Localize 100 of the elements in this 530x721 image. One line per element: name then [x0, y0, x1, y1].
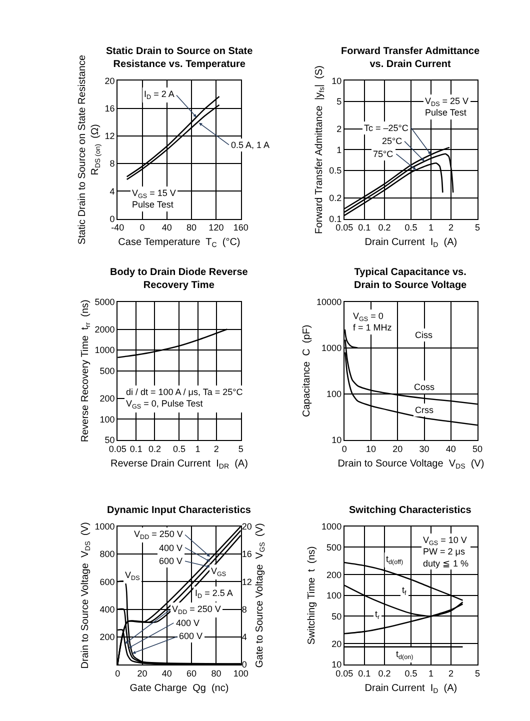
annotation: di / dt = 100 A / μs, Ta = 25°C V$_{GS}$ = 0, Pulse Test	[126, 387, 244, 411]
chart-title: Dynamic Input Characteristics	[107, 505, 252, 516]
y2-tick-label: 4	[242, 632, 247, 642]
x-tick-label: 30	[419, 444, 430, 454]
x-tick-label: 60	[186, 668, 197, 678]
y-tick-label: 500	[326, 542, 342, 552]
y-tick-label: 50	[104, 435, 115, 446]
y-tick-label: 100	[326, 590, 342, 601]
x-tick-label: 0	[140, 222, 145, 233]
x-tick-label: 0.5	[404, 222, 418, 233]
x-tick-label: 5	[238, 444, 244, 454]
y-tick-label: 200	[100, 632, 115, 642]
x-tick-label: 5	[474, 668, 480, 678]
y-tick-label: 0.1	[329, 214, 342, 224]
y-tick-label: 20	[104, 76, 115, 86]
annotation: V$_{DD}$ = 250 V	[134, 529, 183, 541]
x-tick-label: 2	[448, 668, 454, 678]
y-tick-label: 600	[100, 576, 115, 587]
annotation: t$_{d(off)}$	[386, 554, 404, 566]
annotation: Coss	[414, 382, 436, 392]
annotation: 75°C	[373, 149, 394, 159]
y-tick-label: 500	[100, 366, 115, 376]
annotation: Tc = –25°C	[364, 123, 409, 133]
annotation: 0.5 A, 1 A	[231, 140, 270, 150]
y-tick-label: 10	[332, 435, 342, 446]
y2-tick-label: 20	[242, 521, 252, 532]
annotation: 400 V	[176, 618, 200, 628]
chart-title: Forward Transfer Admittance vs. Drain Current	[341, 46, 480, 70]
y-tick-label: 20	[332, 638, 342, 649]
x-tick-label: 0.05	[336, 668, 354, 678]
x-tick-label: -40	[111, 222, 124, 233]
y-tick-label: 10000	[316, 296, 342, 307]
annotation: I$_{D}$ = 2.5 A	[195, 588, 233, 600]
x-axis-title: Gate Charge Qg (nc)	[130, 682, 229, 694]
y-tick-label: 16	[104, 103, 115, 114]
annotation: V$_{GS}$ = 15 V Pulse Test	[132, 188, 176, 210]
x-tick-label: 0.5	[404, 668, 418, 678]
y-tick-label: 1000	[322, 521, 342, 532]
x-tick-label: 80	[211, 668, 222, 678]
x-tick-label: 1	[428, 668, 434, 678]
annotation: I$_{D}$ = 2 A	[144, 89, 174, 101]
annotation: 600 V	[179, 631, 203, 641]
x-axis-title: Case Temperature T$_{C}$ (°C)	[118, 237, 240, 250]
x-tick-label: 2	[214, 444, 219, 454]
y-tick-label: 200	[326, 570, 342, 580]
chart-title: Switching Characteristics	[349, 505, 472, 516]
x-tick-label: 10	[366, 444, 376, 454]
y-tick-label: 1000	[94, 521, 115, 532]
y-tick-label: 5000	[94, 296, 115, 307]
y2-tick-label: 8	[242, 604, 247, 614]
x-tick-label: 5	[474, 222, 480, 233]
x-tick-label: 20	[137, 668, 148, 678]
y-tick-label: 2	[336, 124, 342, 134]
annotation: t$_{r}$	[375, 609, 380, 621]
x-tick-label: 0.2	[378, 668, 391, 678]
y-tick-label: 1000	[322, 342, 342, 353]
x-tick-label: 0.05	[108, 444, 126, 454]
y-tick-label: 100	[100, 414, 115, 424]
x-tick-label: 80	[186, 222, 197, 233]
x-tick-label: 2	[448, 222, 454, 233]
y-axis-title: Switching Time t (ns)	[306, 546, 318, 645]
y2-tick-label: 16	[242, 549, 252, 560]
x-tick-label: 20	[392, 444, 403, 454]
y2-tick-label: 0	[242, 660, 247, 670]
chart-title: Typical Capacitance vs. Drain to Source Voltage	[354, 267, 468, 291]
y-tick-label: 12	[104, 131, 115, 142]
x-tick-label: 120	[208, 222, 224, 233]
x-tick-label: 0.1	[358, 222, 371, 233]
annotation: Crss	[415, 405, 434, 415]
y-tick-label: 50	[332, 611, 342, 622]
y2-tick-label: 12	[242, 576, 252, 587]
annotation: V$_{GS}$	[211, 566, 226, 578]
y-tick-label: 5	[336, 96, 342, 107]
x-tick-label: 100	[233, 668, 248, 678]
x-axis-title: Drain to Source Voltage V$_{DS}$ (V)	[338, 458, 484, 470]
x-tick-label: 40	[162, 222, 172, 233]
x-tick-label: 40	[162, 668, 172, 678]
annotation: V$_{GS}$ = 10 V PW = 2 μs duty ≦ 1 %	[423, 535, 469, 568]
x-tick-label: 0.05	[336, 222, 354, 233]
annotation: V$_{DS}$	[125, 570, 140, 582]
y-tick-label: 10	[332, 660, 342, 670]
y-tick-label: 400	[100, 604, 115, 614]
x-tick-label: 0.1	[130, 444, 142, 454]
annotation: 400 V	[159, 543, 183, 553]
x-axis-title: Drain Current I$_{D}$ (A)	[364, 682, 458, 695]
x-tick-label: 40	[446, 444, 456, 454]
annotation: V$_{DS}$ = 25 V Pulse Test	[425, 96, 469, 118]
y-tick-label: 1000	[94, 345, 115, 356]
y-tick-label: 0	[110, 214, 115, 224]
y-axis-title: Capacitance C (pF)	[302, 324, 313, 417]
x-tick-label: 0.1	[358, 668, 371, 678]
y-tick-label: 0.5	[329, 166, 342, 176]
annotation: 600 V	[159, 556, 183, 566]
y-tick-label: 0.2	[329, 193, 342, 204]
annotation: t$_{f}$	[402, 585, 407, 597]
chart-title: Body to Drain Diode Reverse Recovery Time	[110, 267, 248, 291]
x-tick-label: 1	[428, 222, 434, 233]
chart-title: Static Drain to Source on State Resistance vs. Temperature	[106, 46, 254, 70]
x-tick-label: 160	[233, 222, 248, 233]
y-tick-label: 2000	[94, 324, 115, 334]
